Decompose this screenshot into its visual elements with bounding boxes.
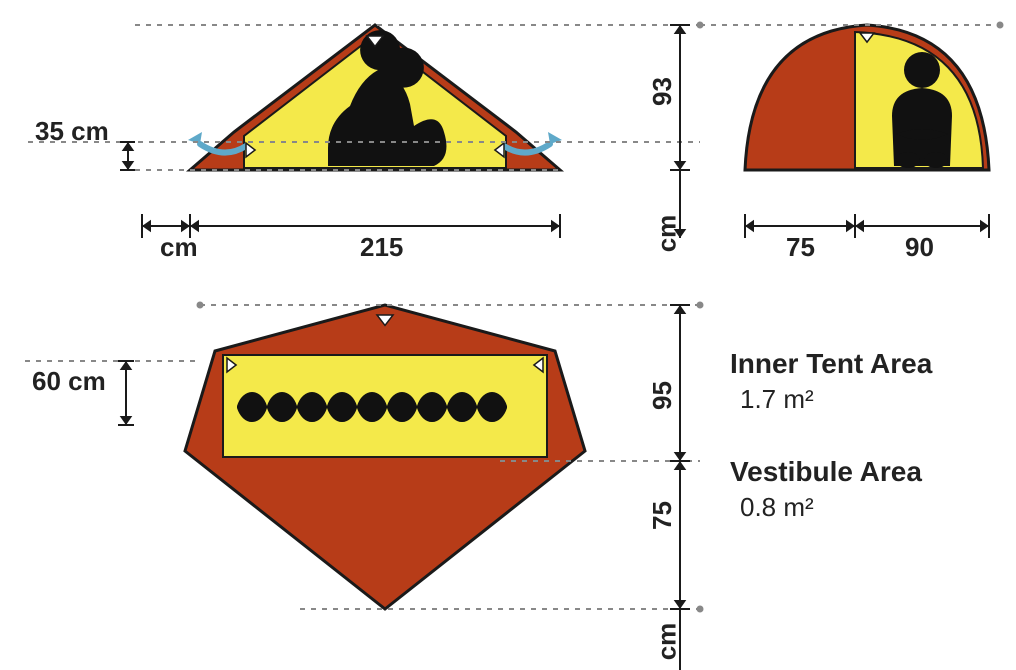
- label-93: 93: [647, 77, 678, 106]
- diagram-canvas: 35 cm cm 215 93 cm 75 90 60 cm 95 75 cm …: [0, 0, 1016, 670]
- label-215: 215: [360, 232, 403, 263]
- label-95: 95: [647, 381, 678, 410]
- label-cm-left: cm: [160, 232, 198, 263]
- label-35cm: 35 cm: [35, 116, 109, 147]
- vest-area-title: Vestibule Area: [730, 456, 922, 488]
- label-75b: 75: [647, 501, 678, 530]
- inner-area-title: Inner Tent Area: [730, 348, 932, 380]
- label-cm-right2: cm: [651, 623, 682, 661]
- inner-area-value: 1.7 m²: [740, 384, 814, 415]
- diagram-svg: [0, 0, 1016, 670]
- vest-area-value: 0.8 m²: [740, 492, 814, 523]
- label-75: 75: [786, 232, 815, 263]
- label-90: 90: [905, 232, 934, 263]
- label-60cm: 60 cm: [32, 366, 106, 397]
- label-cm-right1: cm: [651, 215, 682, 253]
